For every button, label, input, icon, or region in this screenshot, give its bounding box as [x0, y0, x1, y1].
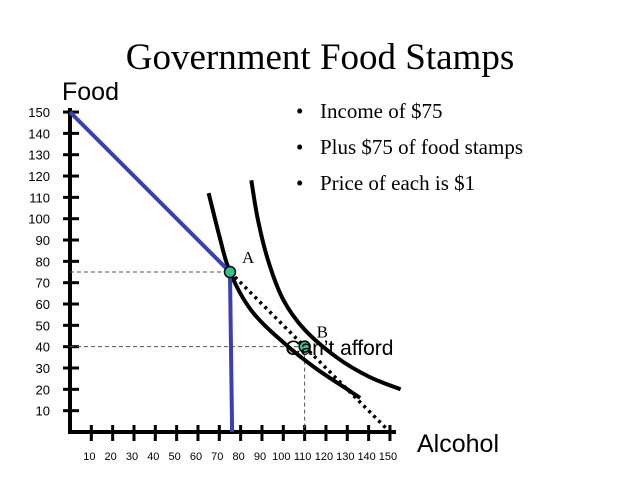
bullet-text: Income of $75: [320, 99, 443, 123]
x-tick-label: 130: [336, 451, 354, 463]
x-tick-label: 10: [83, 451, 95, 463]
dashed-guides: [70, 271, 306, 432]
unaffordable-budget-segment: [228, 270, 392, 434]
x-tick-label: 20: [105, 451, 117, 463]
y-tick-label: 140: [28, 126, 50, 141]
y-tick-label: 120: [28, 169, 50, 184]
x-tick-label: 100: [272, 451, 290, 463]
x-tick-label: 90: [254, 451, 266, 463]
x-tick-label: 120: [315, 451, 333, 463]
x-tick-label: 50: [169, 451, 181, 463]
x-tick-label: 80: [233, 451, 245, 463]
y-tick-label: 30: [36, 361, 50, 376]
y-axis-ticks: 10 20 30 40 50 60 70 80 90 100 110 120 130 140 150: [28, 105, 79, 419]
x-axis-ticks: 10 20 30 40 50 60 70 80 90 100 110 120 130 140 150: [83, 425, 397, 463]
slide-title: Government Food Stamps: [125, 37, 515, 78]
y-tick-label: 60: [36, 297, 50, 312]
bullet-item: • Price of each is $1: [296, 171, 476, 195]
y-tick-label: 40: [36, 340, 50, 355]
x-tick-label: 40: [147, 451, 159, 463]
y-tick-label: 130: [28, 148, 50, 163]
bullet-item: • Income of $75: [296, 99, 443, 123]
y-tick-label: 150: [28, 105, 50, 120]
point-b-marker: [298, 340, 311, 353]
x-tick-label: 150: [379, 451, 397, 463]
bullet-item: • Plus $75 of food stamps: [296, 135, 524, 159]
y-tick-label: 80: [36, 254, 50, 269]
indifference-curves: [206, 179, 402, 400]
y-tick-label: 10: [36, 404, 50, 419]
x-tick-label: 30: [126, 451, 138, 463]
cant-afford-annotation: Can’t afford: [285, 337, 393, 360]
bullet-text: Price of each is $1: [320, 171, 476, 195]
equilibrium-points: AB: [223, 248, 328, 353]
y-tick-label: 20: [36, 382, 50, 397]
point-a-label: A: [242, 248, 255, 267]
point-a-marker: [223, 265, 237, 279]
x-axis-label: Alcohol: [417, 430, 499, 458]
bullet-list: • Income of $75 • Plus $75 of food stamps …: [296, 96, 523, 204]
annotations: Can’t afford: [285, 337, 393, 360]
y-tick-label: 90: [36, 233, 50, 248]
y-tick-label: 110: [29, 190, 50, 205]
y-tick-label: 50: [36, 318, 50, 333]
x-tick-label: 70: [211, 451, 223, 463]
bullet-text: Plus $75 of food stamps: [320, 135, 524, 159]
x-tick-label: 60: [190, 451, 202, 463]
x-tick-label: 110: [294, 451, 312, 463]
y-axis-label: Food: [62, 78, 119, 106]
y-tick-label: 70: [36, 276, 50, 291]
point-b-label: B: [317, 323, 328, 342]
y-tick-label: 100: [28, 212, 50, 227]
indifference-curve-2: [249, 179, 402, 392]
x-tick-label: 140: [357, 451, 375, 463]
